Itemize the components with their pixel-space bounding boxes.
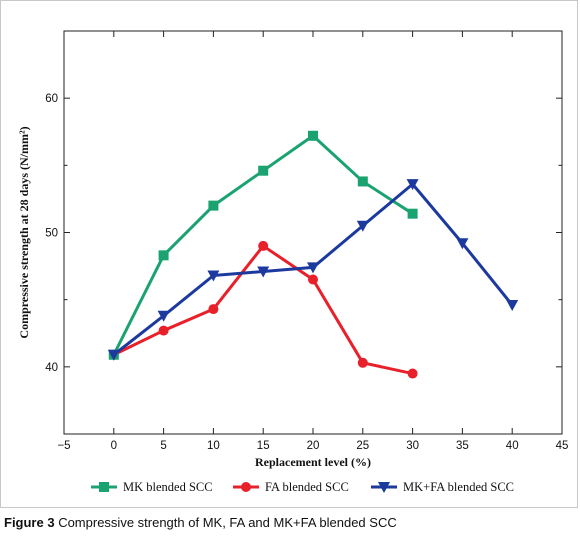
y-axis-title: Compressive strength at 28 days (N/mm²) bbox=[17, 126, 31, 338]
x-axis-title: Replacement level (%) bbox=[255, 455, 371, 469]
x-tick-label: −5 bbox=[57, 440, 70, 452]
data-point bbox=[207, 270, 220, 282]
data-point bbox=[208, 200, 219, 211]
axis-ticks: −5 0 5 10 15 20 25 30 35 40 45 40 50 60 bbox=[45, 30, 569, 452]
x-tick-label: 15 bbox=[257, 440, 270, 452]
data-point bbox=[257, 266, 270, 278]
data-point bbox=[208, 304, 219, 315]
series-layer bbox=[107, 130, 519, 379]
legend-item-0: MK blended SCC bbox=[91, 480, 213, 494]
x-tick-label: 35 bbox=[456, 440, 469, 452]
plot-area bbox=[63, 30, 563, 435]
legend-marker bbox=[241, 482, 251, 492]
data-point bbox=[107, 349, 120, 361]
legend-label: FA blended SCC bbox=[265, 480, 349, 494]
data-point bbox=[157, 310, 170, 322]
x-tick-label: 10 bbox=[207, 440, 220, 452]
data-point bbox=[258, 165, 269, 176]
x-tick-label: 30 bbox=[406, 440, 419, 452]
x-tick-label: 5 bbox=[160, 440, 166, 452]
data-point bbox=[158, 250, 169, 261]
legend-item-1: FA blended SCC bbox=[233, 480, 349, 494]
data-point bbox=[357, 176, 368, 187]
y-tick-label: 60 bbox=[45, 93, 58, 105]
data-point bbox=[307, 262, 319, 274]
legend-label: MK blended SCC bbox=[123, 480, 213, 494]
y-tick-label: 50 bbox=[45, 228, 58, 240]
data-point bbox=[407, 368, 418, 379]
data-point bbox=[308, 130, 318, 141]
x-tick-label: 40 bbox=[506, 440, 519, 452]
legend-item-2: MK+FA blended SCC bbox=[371, 480, 514, 494]
caption-label: Figure 3 bbox=[4, 515, 55, 530]
series-1 bbox=[108, 240, 418, 379]
data-point bbox=[357, 357, 368, 368]
x-tick-label: 0 bbox=[111, 440, 117, 452]
data-point bbox=[356, 220, 369, 232]
data-point bbox=[506, 300, 519, 312]
x-tick-label: 45 bbox=[556, 440, 569, 452]
data-point bbox=[308, 274, 318, 285]
data-point bbox=[406, 179, 419, 191]
data-point bbox=[407, 208, 418, 219]
figure-caption: Figure 3 Compressive strength of MK, FA … bbox=[4, 515, 397, 530]
legend: MK blended SCC FA blended SCC MK+FA blende… bbox=[91, 480, 514, 494]
legend-marker bbox=[99, 482, 109, 492]
chart: −5 0 5 10 15 20 25 30 35 40 45 40 50 60 Replacement l… bbox=[17, 30, 569, 494]
legend-label: MK+FA blended SCC bbox=[403, 480, 514, 494]
data-point bbox=[158, 325, 169, 336]
legend-marker bbox=[378, 482, 390, 493]
data-point bbox=[258, 240, 269, 251]
caption-text: Compressive strength of MK, FA and MK+FA… bbox=[54, 515, 397, 530]
x-tick-label: 25 bbox=[356, 440, 369, 452]
y-tick-label: 40 bbox=[45, 362, 58, 374]
x-tick-label: 20 bbox=[307, 440, 320, 452]
data-point bbox=[456, 238, 469, 250]
figure-frame: −5 0 5 10 15 20 25 30 35 40 45 40 50 60 Replacement l… bbox=[0, 0, 578, 508]
series-2 bbox=[107, 179, 519, 361]
